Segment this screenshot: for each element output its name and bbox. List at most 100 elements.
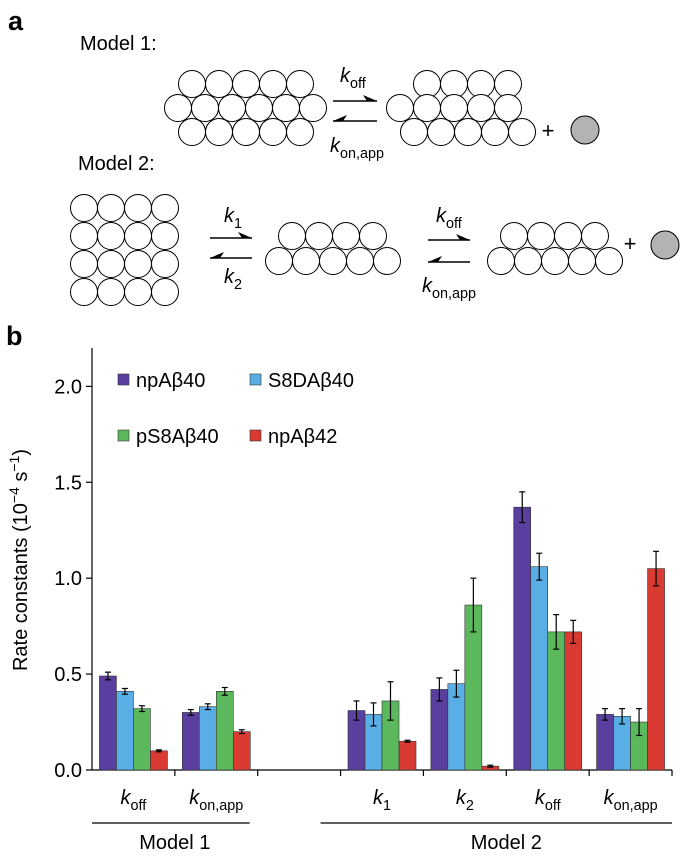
model-title: Model 1: bbox=[80, 33, 157, 55]
legend-label: npAβ42 bbox=[268, 426, 337, 448]
bar bbox=[150, 750, 168, 771]
fibril-monomer bbox=[440, 94, 468, 122]
fibril-monomer bbox=[124, 194, 152, 222]
rate-subscript: 1 bbox=[234, 216, 242, 232]
fibril-monomer bbox=[259, 70, 287, 98]
arrow-head bbox=[238, 232, 252, 238]
rate-symbol: k bbox=[436, 205, 447, 227]
error-bar bbox=[453, 669, 460, 698]
y-tick-label: 0.5 bbox=[54, 664, 82, 686]
rate-subscript: on,app bbox=[340, 146, 384, 162]
bar bbox=[181, 712, 200, 771]
fibril-monomer bbox=[151, 250, 179, 278]
rate-subscript: on,app bbox=[199, 798, 243, 814]
bar bbox=[398, 740, 417, 771]
bar bbox=[232, 731, 251, 771]
fibril-monomer bbox=[487, 247, 515, 275]
rate-symbol: k bbox=[224, 266, 235, 288]
error-bar bbox=[204, 703, 211, 711]
fibril-monomer bbox=[151, 278, 179, 306]
error-bar bbox=[404, 739, 411, 743]
bar bbox=[133, 708, 151, 771]
rate-symbol: k bbox=[189, 787, 200, 809]
error-bar bbox=[470, 577, 477, 633]
rate-subscript: off bbox=[131, 798, 148, 814]
rate-constant: kon,app bbox=[189, 787, 243, 814]
bar bbox=[116, 691, 134, 771]
legend-label: S8DAβ40 bbox=[268, 370, 354, 392]
error-bar bbox=[619, 708, 626, 725]
rate-constant: k2 bbox=[456, 787, 474, 814]
plus-sign: + bbox=[542, 118, 555, 143]
legend-swatch bbox=[117, 373, 130, 386]
fibril-monomer bbox=[265, 247, 293, 275]
error-bar bbox=[570, 619, 577, 645]
y-label-text: ) bbox=[10, 449, 32, 456]
fibril-monomer bbox=[151, 222, 179, 250]
fibril-monomer bbox=[70, 194, 98, 222]
bar bbox=[647, 568, 665, 771]
bar bbox=[564, 631, 583, 771]
rate-constant: koff bbox=[535, 787, 562, 814]
legend-label: npAβ40 bbox=[136, 370, 205, 392]
fibril-monomer bbox=[319, 247, 347, 275]
fibril-monomer bbox=[514, 247, 542, 275]
arrow-head bbox=[363, 95, 377, 101]
fibril-monomer bbox=[70, 250, 98, 278]
bar bbox=[513, 506, 532, 771]
fibril-monomer bbox=[467, 70, 495, 98]
fibril-monomer bbox=[97, 222, 125, 250]
error-bar bbox=[653, 550, 660, 587]
rate-constant: k1 bbox=[224, 205, 242, 232]
rate-constant: koff bbox=[121, 787, 148, 814]
fibril-monomer bbox=[427, 118, 455, 146]
rate-symbol: k bbox=[340, 65, 351, 87]
error-bar bbox=[553, 614, 560, 650]
rate-symbol: k bbox=[121, 787, 132, 809]
error-bar bbox=[636, 708, 643, 737]
rate-subscript: off bbox=[545, 798, 562, 814]
fibril-monomer bbox=[440, 70, 468, 98]
fibril-monomer bbox=[541, 247, 569, 275]
fibril-monomer bbox=[97, 250, 125, 278]
fibril-monomer bbox=[595, 247, 623, 275]
rate-subscript: off bbox=[350, 76, 367, 92]
rate-constant: kon,app bbox=[422, 275, 476, 302]
fibril-monomer bbox=[124, 250, 152, 278]
rate-subscript: off bbox=[446, 216, 463, 232]
fibril-monomer bbox=[581, 222, 609, 250]
fibril-monomer bbox=[124, 278, 152, 306]
y-tick-label: 2.0 bbox=[54, 376, 82, 398]
error-bar bbox=[221, 686, 228, 696]
y-axis-label: Rate constants (10−4 s−1) bbox=[6, 449, 32, 671]
fibril-monomer bbox=[286, 118, 314, 146]
rate-symbol: k bbox=[373, 787, 384, 809]
panel-label: b bbox=[6, 321, 23, 351]
rate-symbol: k bbox=[224, 205, 235, 227]
error-bar bbox=[602, 708, 609, 721]
y-label-text: s bbox=[10, 472, 32, 488]
fibril-monomer bbox=[70, 278, 98, 306]
fibril-monomer bbox=[232, 70, 260, 98]
fibril-monomer bbox=[292, 247, 320, 275]
fibril-monomer bbox=[332, 222, 360, 250]
y-label-superscript: −1 bbox=[6, 455, 22, 471]
y-tick-label: 1.5 bbox=[54, 472, 82, 494]
fibril-monomer bbox=[151, 194, 179, 222]
rate-symbol: k bbox=[604, 787, 615, 809]
fibril-monomer bbox=[191, 94, 219, 122]
error-bar bbox=[370, 702, 377, 727]
fibril-monomer bbox=[286, 70, 314, 98]
fibril-monomer bbox=[413, 94, 441, 122]
plus-sign: + bbox=[624, 231, 637, 256]
y-label-superscript: −4 bbox=[6, 487, 22, 503]
arrow-head bbox=[428, 256, 442, 262]
error-bar bbox=[387, 681, 394, 721]
rate-constant: kon,app bbox=[330, 135, 384, 162]
error-bar bbox=[104, 671, 111, 681]
rate-constant: koff bbox=[340, 65, 367, 92]
fibril-monomer bbox=[97, 278, 125, 306]
fibril-monomer bbox=[494, 70, 522, 98]
error-bar bbox=[536, 552, 543, 581]
fibril-monomer bbox=[386, 94, 414, 122]
